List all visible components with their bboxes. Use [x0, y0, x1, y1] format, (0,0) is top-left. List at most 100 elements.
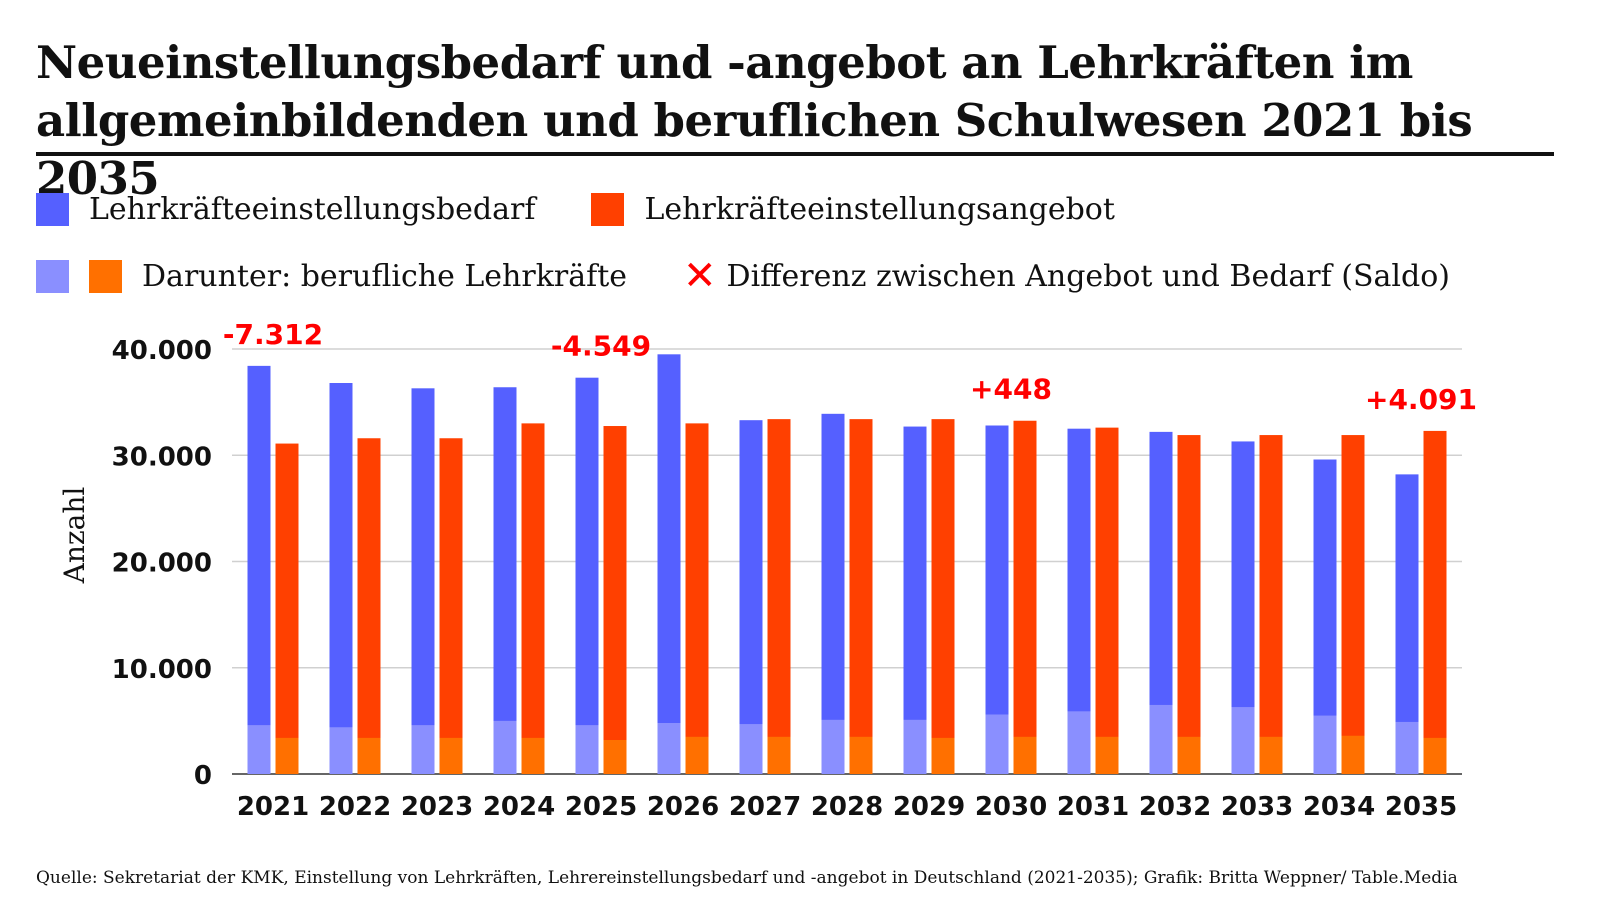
y-tick-label: 40.000	[112, 336, 212, 366]
bar-bedarf-beruflich	[247, 725, 271, 774]
saldo-label: +448	[970, 373, 1052, 406]
bars	[247, 354, 1447, 774]
saldo-annotations: -7.312 -4.549 +448 +4.091	[223, 318, 1477, 416]
legend-item-beruflich: Darunter: berufliche Lehrkräfte	[36, 259, 627, 294]
bar-angebot-beruflich	[1095, 736, 1119, 774]
bar-bedarf-beruflich	[1231, 707, 1255, 774]
bar-bedarf	[247, 365, 271, 774]
bar-group-2021	[247, 365, 299, 774]
bar-angebot	[1177, 435, 1201, 774]
bar-angebot	[1259, 435, 1283, 774]
bar-group-2033	[1231, 435, 1283, 774]
y-axis-label: Anzahl	[58, 487, 91, 585]
bar-bedarf-beruflich	[985, 714, 1009, 774]
bar-bedarf	[1313, 459, 1337, 774]
bar-group-2026	[657, 354, 709, 774]
bar-bedarf	[739, 420, 763, 774]
bar-angebot-beruflich	[685, 736, 709, 774]
bar-bedarf-beruflich	[821, 719, 845, 774]
x-tick-label: 2028	[811, 792, 883, 822]
bar-bedarf-beruflich	[575, 725, 599, 774]
bar-bedarf	[1149, 431, 1173, 774]
legend-label-bedarf: Lehrkräfteeinstellungsbedarf	[89, 192, 536, 227]
bar-angebot	[1095, 427, 1119, 774]
bar-bedarf-beruflich	[1395, 721, 1419, 774]
bar-bedarf-beruflich	[903, 719, 927, 774]
bar-angebot	[1341, 435, 1365, 774]
legend-swatch-bedarf-beruflich	[36, 259, 69, 293]
bar-bedarf	[1395, 474, 1419, 774]
bar-group-2035	[1395, 430, 1447, 774]
bar-angebot	[685, 423, 709, 774]
bar-bedarf-beruflich	[1067, 711, 1091, 774]
bar-bedarf	[575, 377, 599, 774]
bar-bedarf-beruflich	[657, 723, 681, 774]
bar-angebot	[849, 419, 873, 774]
bar-angebot	[603, 426, 627, 774]
bar-angebot	[1423, 430, 1447, 774]
x-tick-label: 2034	[1303, 792, 1375, 822]
bar-bedarf-beruflich	[1149, 704, 1173, 774]
legend-item-angebot: Lehrkräfteeinstellungsangebot	[591, 192, 1115, 227]
bar-group-2024	[493, 387, 545, 774]
bar-angebot-beruflich	[1013, 736, 1037, 774]
bar-bedarf	[903, 426, 927, 774]
bar-bedarf	[1231, 441, 1255, 774]
bar-angebot-beruflich	[931, 737, 955, 774]
bar-angebot-beruflich	[275, 737, 299, 774]
bar-angebot-beruflich	[1423, 737, 1447, 774]
bar-group-2023	[411, 388, 463, 774]
legend-row-2: Darunter: berufliche Lehrkräfte ✕ Differ…	[36, 256, 1506, 296]
bar-angebot	[275, 443, 299, 774]
x-tick-label: 2024	[483, 792, 555, 822]
bar-angebot-beruflich	[1341, 735, 1365, 774]
legend-label-saldo: Differenz zwischen Angebot und Bedarf (S…	[726, 258, 1450, 294]
bar-angebot-beruflich	[521, 737, 545, 774]
source-note: Quelle: Sekretariat der KMK, Einstellung…	[36, 868, 1458, 888]
legend-item-saldo: ✕ Differenz zwischen Angebot und Bedarf …	[683, 256, 1450, 296]
x-tick-label: 2033	[1221, 792, 1293, 822]
x-mark-icon: ✕	[683, 253, 717, 299]
bar-group-2030	[985, 420, 1037, 774]
bar-angebot	[439, 438, 463, 774]
legend-row-1: Lehrkräfteeinstellungsbedarf Lehrkräftee…	[36, 192, 1171, 227]
x-tick-label: 2029	[893, 792, 965, 822]
x-tick-label: 2021	[237, 792, 309, 822]
bar-group-2025	[575, 377, 627, 774]
legend-swatch-bedarf	[36, 193, 69, 226]
bar-angebot-beruflich	[767, 736, 791, 774]
x-tick-label: 2032	[1139, 792, 1211, 822]
saldo-label: -4.549	[551, 330, 651, 363]
x-tick-label: 2027	[729, 792, 801, 822]
bar-angebot-beruflich	[1259, 736, 1283, 774]
bar-bedarf-beruflich	[329, 727, 353, 774]
x-axis-ticks: 2021 2022 2023 2024 2025 2026 2027 2028 2029 2030…	[237, 792, 1457, 822]
x-tick-label: 2035	[1385, 792, 1457, 822]
bar-bedarf-beruflich	[411, 725, 435, 774]
bar-angebot-beruflich	[849, 736, 873, 774]
x-tick-label: 2026	[647, 792, 719, 822]
y-axis-ticks: 0 10.000 20.000 30.000 40.000	[112, 336, 212, 791]
bar-angebot-beruflich	[603, 740, 627, 774]
bar-angebot	[521, 423, 545, 774]
bar-angebot	[931, 419, 955, 774]
bar-bedarf	[985, 425, 1009, 774]
y-tick-label: 0	[194, 761, 212, 791]
bar-bedarf-beruflich	[493, 720, 517, 774]
bar-angebot	[767, 419, 791, 774]
bar-bedarf	[1067, 428, 1091, 774]
bar-group-2031	[1067, 427, 1119, 774]
bar-group-2034	[1313, 435, 1365, 774]
legend-label-beruflich: Darunter: berufliche Lehrkräfte	[142, 258, 628, 294]
x-tick-label: 2025	[565, 792, 637, 822]
bar-angebot	[357, 438, 381, 774]
bar-bedarf	[657, 354, 681, 774]
legend-swatch-angebot-beruflich	[89, 259, 122, 293]
x-tick-label: 2023	[401, 792, 473, 822]
bar-angebot-beruflich	[357, 737, 381, 774]
x-tick-label: 2031	[1057, 792, 1129, 822]
bar-bedarf	[493, 387, 517, 774]
bar-bedarf	[821, 413, 845, 774]
x-tick-label: 2030	[975, 792, 1047, 822]
